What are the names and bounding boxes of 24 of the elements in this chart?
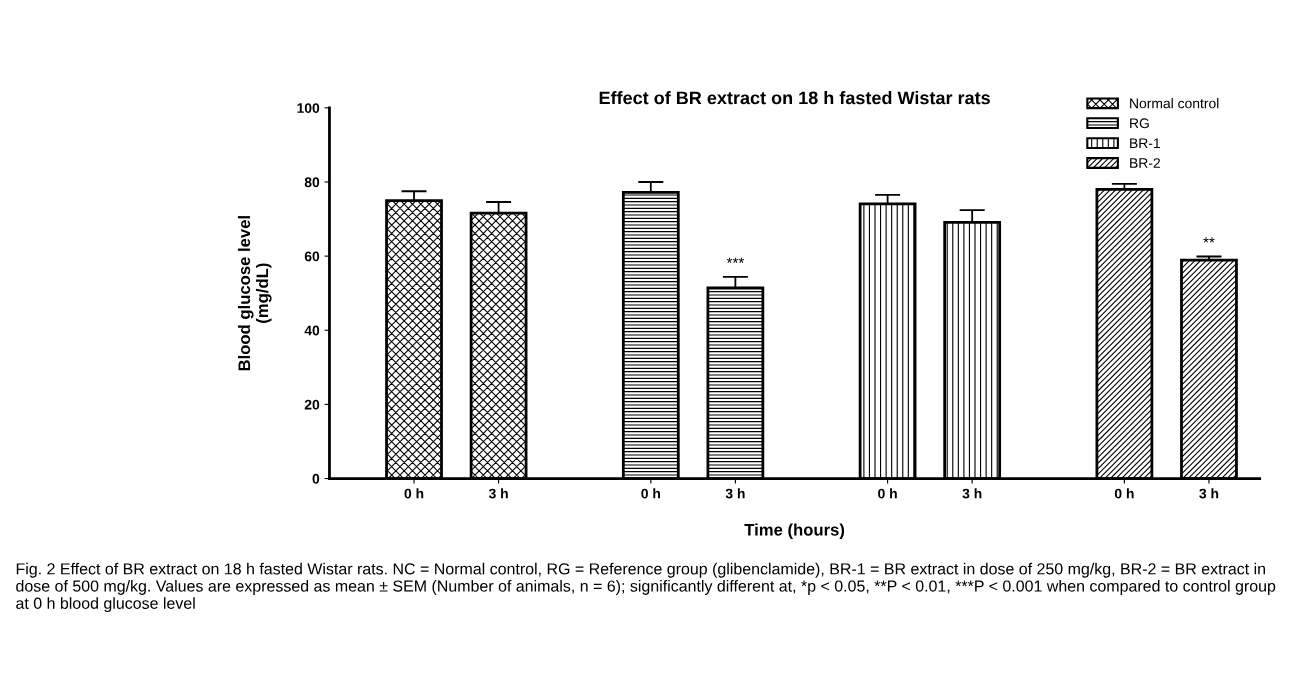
y-tick-label: 0 <box>312 473 320 484</box>
x-axis-title: Time (hours) <box>744 523 845 539</box>
legend-label: RG <box>1130 118 1149 129</box>
chart-title: Effect of BR extract on 18 h fasted Wistar rats <box>599 91 990 105</box>
y-tick-label: 40 <box>304 325 320 336</box>
data-label: *** <box>726 257 745 263</box>
legend-label: Normal control <box>1130 98 1219 109</box>
x-tick-label: 3 h <box>1199 488 1219 499</box>
y-tick-label: 20 <box>304 399 320 410</box>
data-label: ** <box>1203 237 1215 243</box>
x-tick-label: 0 h <box>878 488 897 499</box>
y-tick-label: 80 <box>304 177 320 188</box>
legend-label: BR-1 <box>1130 138 1160 148</box>
x-tick-label: 3 h <box>488 488 508 499</box>
legend-label: BR-2 <box>1130 158 1160 168</box>
x-tick-label: 3 h <box>962 488 982 499</box>
caption: Fig. 2 Effect of BR extract on 18 h fasted Wistar rats. NC = Normal control, RG = Reference group (glibenclamide), BR-1 = BR extract in dose of 250 mg/kg, BR-2 = BR extract in dose of 500 mg/kg. Values are expressed as mean ± SEM (Number of animals, n = 6); significantly different at, *p < 0.05, **P < 0.01, ***P < 0.001 when compared to control group at 0 h blood glucose level <box>16 562 1276 613</box>
y-tick-label: 60 <box>304 251 320 262</box>
x-tick-label: 0 h <box>404 488 424 499</box>
y-axis-title: Blood glucose level (mg/dL) <box>237 216 272 371</box>
y-tick-label: 100 <box>297 103 320 114</box>
x-tick-label: 3 h <box>725 488 745 499</box>
x-tick-label: 0 h <box>1114 488 1134 499</box>
x-tick-label: 0 h <box>641 488 660 499</box>
